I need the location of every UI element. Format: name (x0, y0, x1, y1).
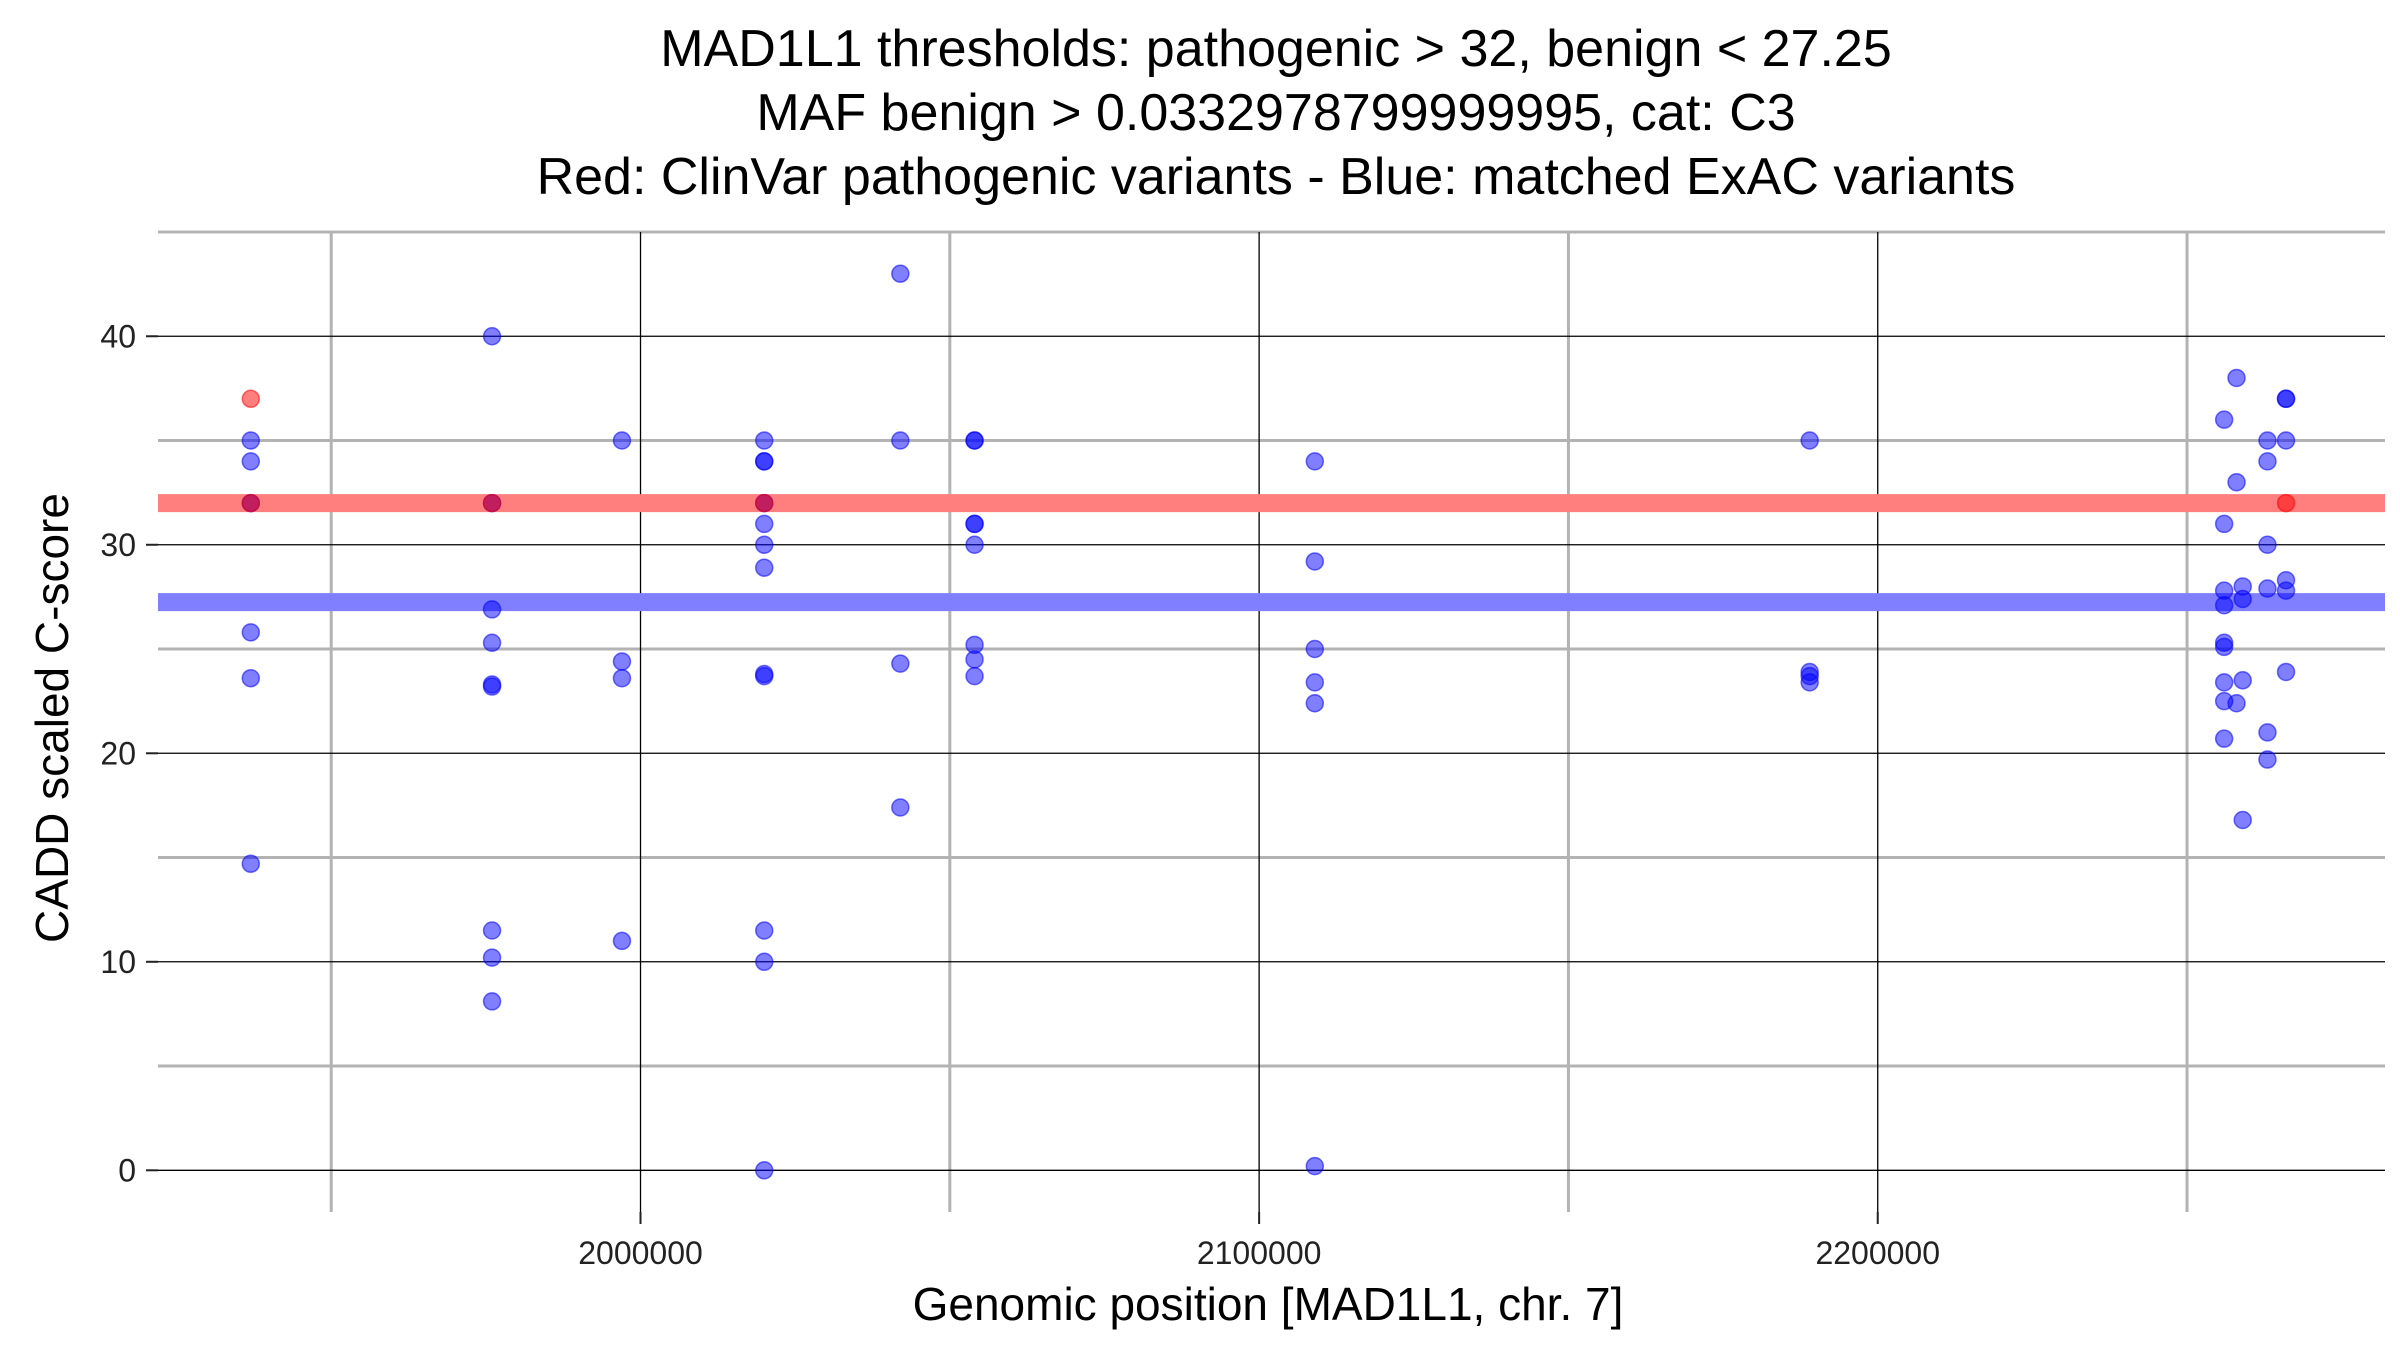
major-gridlines (158, 232, 2385, 1212)
exac-point-4 (241, 668, 261, 688)
exac-point-63 (2227, 472, 2246, 492)
exac-point-54 (2214, 514, 2234, 534)
y-tick-label-2: 20 (100, 735, 136, 771)
exac-point-5 (241, 854, 261, 874)
exac-point-48 (1305, 1156, 1325, 1176)
clinvar-point-0 (241, 389, 261, 409)
exac-point-43 (1305, 452, 1325, 471)
exac-point-17 (612, 668, 632, 688)
chart-title-line-3: Red: ClinVar pathogenic variants - Blue:… (537, 148, 2016, 206)
exac-point-56 (2214, 595, 2234, 615)
exac-point-42 (965, 666, 984, 686)
clinvar-point-1 (241, 493, 261, 513)
exac-point-41 (965, 650, 984, 669)
exac-point-39 (965, 535, 984, 555)
minor-gridlines (158, 230, 2385, 1212)
exac-point-73 (2258, 723, 2277, 742)
exac-point-0 (241, 431, 261, 450)
y-axis-title: CADD scaled C-score (26, 493, 78, 943)
exac-point-46 (1305, 673, 1325, 692)
exac-point-64 (2227, 693, 2246, 713)
chart-title-line-1: MAD1L1 thresholds: pathogenic > 32, beni… (660, 20, 1892, 78)
exac-point-69 (2258, 431, 2277, 450)
exac-point-18 (612, 931, 632, 951)
exac-point-23 (754, 514, 774, 534)
exac-point-16 (612, 652, 632, 671)
exac-point-45 (1305, 639, 1325, 659)
exac-point-62 (2227, 368, 2246, 388)
exac-point-29 (754, 952, 774, 972)
exac-point-71 (2258, 535, 2277, 555)
exac-point-49 (1800, 431, 1819, 450)
y-tick-label-3: 30 (100, 527, 136, 563)
exac-point-68 (2233, 810, 2252, 830)
data-points (241, 264, 2296, 1180)
x-axis-ticks: 2000000 2100000 2200000 (578, 1212, 1940, 1271)
exac-point-28 (754, 921, 774, 940)
exac-point-70 (2258, 452, 2277, 471)
exac-point-6 (482, 327, 502, 346)
y-tick-label-0: 0 (118, 1152, 136, 1188)
exac-point-67 (2233, 671, 2252, 690)
exac-point-47 (1305, 693, 1325, 713)
exac-point-1 (241, 452, 261, 471)
exac-point-80 (2276, 662, 2296, 682)
exac-point-52 (1800, 673, 1819, 692)
exac-point-76 (2276, 389, 2296, 409)
x-tick-label-0: 2000000 (578, 1235, 703, 1271)
exac-point-30 (754, 1161, 774, 1180)
chart-title-line-2: MAF benign > 0.0332978799999995, cat: C3 (756, 84, 1795, 142)
x-tick-label-1: 2100000 (1197, 1235, 1322, 1271)
exac-point-32 (891, 431, 910, 450)
exac-point-13 (482, 948, 502, 967)
exac-point-3 (241, 623, 261, 642)
clinvar-point-2 (482, 493, 502, 513)
clinvar-point-4 (2276, 493, 2296, 513)
x-axis-title: Genomic position [MAD1L1, chr. 7] (913, 1278, 1624, 1330)
exac-point-72 (2258, 579, 2277, 598)
exac-point-77 (2276, 431, 2296, 450)
exac-point-44 (1305, 552, 1325, 571)
exac-point-59 (2214, 673, 2234, 692)
threshold-lines (158, 494, 2385, 612)
exac-point-9 (482, 633, 502, 653)
exac-point-21 (754, 452, 774, 471)
y-tick-label-1: 10 (100, 944, 136, 980)
chart-title: MAD1L1 thresholds: pathogenic > 32, beni… (537, 20, 2016, 206)
exac-point-66 (2233, 589, 2252, 609)
y-tick-label-4: 40 (100, 318, 136, 354)
exac-point-19 (754, 431, 774, 450)
exac-point-15 (612, 431, 632, 450)
y-axis-ticks: 0 10 20 30 40 (100, 318, 158, 1188)
exac-point-12 (482, 921, 502, 940)
exac-point-33 (891, 654, 910, 673)
exac-point-11 (482, 677, 502, 696)
exac-point-36 (965, 431, 984, 450)
exac-point-24 (754, 535, 774, 555)
exac-point-79 (2276, 581, 2296, 600)
exac-point-34 (891, 798, 910, 817)
x-tick-label-2: 2200000 (1815, 1235, 1940, 1271)
exac-point-8 (482, 600, 502, 619)
clinvar-point-3 (754, 493, 774, 513)
exac-point-38 (965, 514, 984, 534)
exac-point-27 (754, 666, 774, 686)
exac-point-61 (2214, 729, 2234, 748)
exac-point-74 (2258, 750, 2277, 769)
exac-point-25 (754, 558, 774, 577)
exac-point-58 (2214, 637, 2234, 657)
exac-point-14 (482, 992, 502, 1011)
exac-point-31 (891, 264, 910, 283)
exac-point-53 (2214, 410, 2234, 429)
